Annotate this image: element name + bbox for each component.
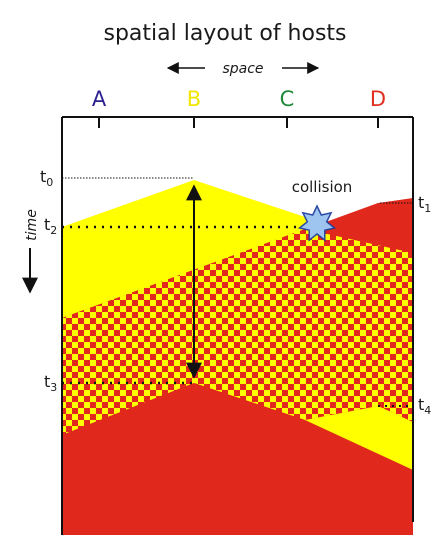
collision-region <box>62 229 413 435</box>
host-b-label: B <box>187 87 201 111</box>
signal-b-tail-region <box>305 406 413 470</box>
space-label: space <box>222 61 263 77</box>
space-axis: space <box>166 61 320 77</box>
t4-label: t4 <box>418 395 431 417</box>
t3-label: t3 <box>44 372 57 394</box>
host-frame <box>61 116 414 535</box>
host-c-label: C <box>280 87 295 111</box>
collision-star-icon <box>297 204 337 242</box>
diagram-title: spatial layout of hosts <box>103 21 346 46</box>
t2-label: t2 <box>44 215 57 237</box>
t0-label: t0 <box>40 167 53 189</box>
time-axis: time <box>22 209 40 294</box>
signal-regions <box>62 180 413 535</box>
host-a-label: A <box>92 87 107 111</box>
signal-d-tail-region <box>62 383 413 535</box>
host-d-label: D <box>370 87 386 111</box>
collision-label: collision <box>292 178 353 196</box>
t1-label: t1 <box>418 193 431 215</box>
host-labels: A B C D <box>92 87 386 111</box>
time-labels: t0 t1 t2 t3 t4 <box>40 167 431 417</box>
time-label: time <box>24 209 40 241</box>
time-marker-lines <box>62 177 413 407</box>
